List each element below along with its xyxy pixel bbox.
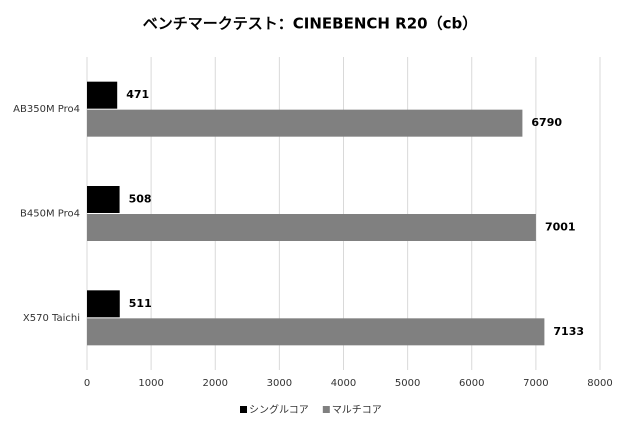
bar <box>87 214 536 241</box>
x-tick-label: 5000 <box>395 378 420 389</box>
y-tick-label: X570 Taichi <box>23 313 80 324</box>
value-label: 7133 <box>553 325 584 338</box>
x-tick-label: 7000 <box>523 378 548 389</box>
bar <box>87 109 523 137</box>
legend-label: シングルコア <box>249 403 309 416</box>
y-tick-label: AB350M Pro4 <box>13 104 80 115</box>
value-label: 511 <box>129 297 152 310</box>
y-tick-label: B450M Pro4 <box>20 209 80 220</box>
x-tick-label: 6000 <box>459 378 484 389</box>
bar <box>87 81 118 109</box>
x-tick-label: 0 <box>84 378 90 389</box>
chart-title: ベンチマークテスト：CINEBENCH R20（cb） <box>143 15 477 33</box>
x-tick-label: 1000 <box>138 378 163 389</box>
x-tick-label: 3000 <box>267 378 292 389</box>
bar <box>87 186 120 213</box>
value-label: 471 <box>126 88 149 101</box>
x-tick-label: 4000 <box>331 378 356 389</box>
x-tick-label: 8000 <box>587 378 612 389</box>
legend-swatch <box>240 406 247 413</box>
value-label: 7001 <box>545 221 576 234</box>
x-tick-label: 2000 <box>203 378 228 389</box>
bar <box>87 290 120 318</box>
legend-label: マルチコア <box>332 404 382 416</box>
bar <box>87 318 545 346</box>
value-label: 508 <box>129 193 152 206</box>
legend-swatch <box>322 406 330 413</box>
value-label: 6790 <box>531 116 562 129</box>
